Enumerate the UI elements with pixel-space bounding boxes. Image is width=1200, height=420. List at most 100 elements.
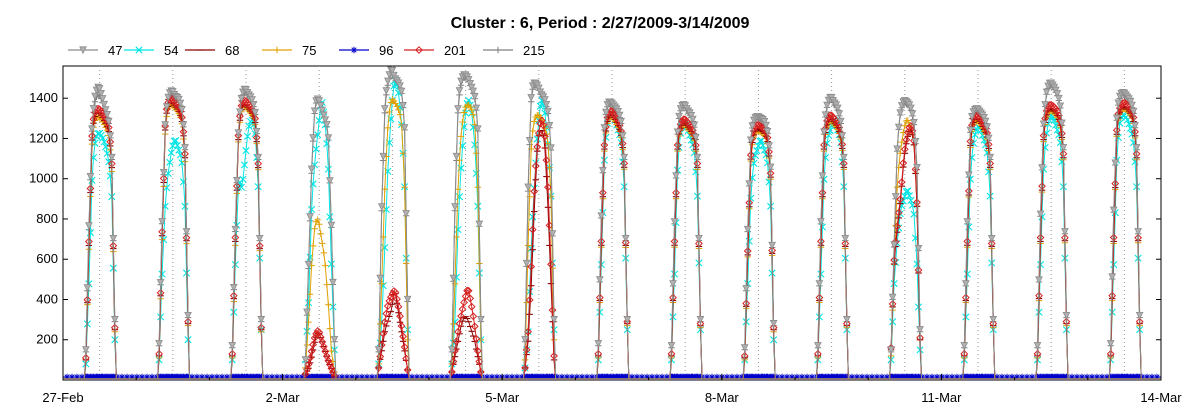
series-47-point [111, 316, 119, 324]
series-47-point [916, 326, 924, 334]
series-96-point [703, 373, 711, 381]
series-75-point [529, 127, 536, 135]
series-54-point [454, 225, 462, 234]
series-47-point [101, 106, 110, 114]
series-54-point [910, 210, 918, 218]
series-96-point [448, 373, 456, 381]
series-201-point [540, 132, 549, 141]
series-201-point [301, 370, 310, 378]
series-47-point [322, 121, 331, 129]
series-201-point [890, 256, 899, 264]
series-47-point [545, 122, 554, 130]
series-96-point [418, 373, 426, 381]
series-96-point [848, 373, 856, 381]
series-47-point [534, 84, 543, 93]
x-axis: 27-Feb 2-Mar 5-Mar 8-Mar 11-Mar 14-Mar [42, 374, 1182, 405]
series-75-point [903, 117, 910, 125]
series-47-point [470, 93, 479, 101]
series-96-point [173, 373, 181, 381]
legend-swatch-marker [273, 46, 281, 54]
series-47-point [309, 134, 317, 142]
series-47-point [377, 203, 386, 211]
series-47-point [692, 133, 700, 142]
series-96-point [828, 373, 836, 381]
series-75-point [384, 124, 392, 132]
legend-item-54: 54 [124, 43, 178, 58]
series-54-point [817, 270, 825, 278]
series-47-point [673, 128, 682, 137]
series-47-point [1132, 144, 1141, 152]
series-47-point [1036, 210, 1045, 219]
series-201-point [476, 368, 485, 376]
series-layer [63, 66, 1161, 381]
series-96-point [98, 373, 106, 381]
series-47-point [896, 109, 905, 118]
series-201-point [913, 198, 921, 207]
x-tick-label: 11-Mar [921, 390, 962, 405]
series-96-point [518, 373, 526, 381]
series-96-point [788, 373, 796, 381]
series-96-point [428, 373, 436, 381]
y-axis: 200 400 600 800 1000 1200 1400 [29, 90, 1161, 347]
series-201-point [897, 178, 906, 187]
series-47-point [175, 95, 183, 104]
series-96-point [833, 373, 841, 381]
legend-label: 68 [225, 43, 239, 58]
series-96-point [363, 373, 371, 381]
series-201-point [393, 295, 401, 303]
series-47-point [620, 153, 629, 162]
series-201-point [902, 135, 911, 144]
series-201-point [324, 356, 333, 365]
x-tick-label: 27-Feb [42, 390, 83, 405]
series-96-point [153, 373, 161, 381]
series-96-point [723, 373, 731, 381]
series-201-point [304, 360, 313, 369]
series-201-point [380, 318, 389, 327]
series-54-point [824, 131, 833, 139]
series-75-point [402, 260, 410, 267]
series-47 [63, 66, 1161, 380]
series-75-point [476, 260, 483, 267]
series-201-point [545, 221, 554, 230]
series-47-point [599, 167, 607, 175]
series-201-point [691, 141, 700, 150]
series-96-point [613, 373, 621, 381]
series-47-point [329, 278, 337, 287]
series-47-point [746, 136, 755, 145]
series-96-point [843, 373, 851, 381]
series-96-point [438, 373, 446, 381]
series-201-point [327, 364, 336, 373]
series-96-point [1023, 373, 1031, 381]
series-201-point [745, 198, 754, 207]
series-201-point [447, 368, 456, 376]
series-47-point [321, 116, 330, 125]
series-201-point [1051, 105, 1060, 113]
series-47-point [159, 168, 168, 177]
series-75-day-line [449, 104, 483, 380]
series-201-point [765, 148, 773, 156]
series-75-point [320, 249, 327, 257]
series-47-point [1053, 90, 1062, 98]
y-tick-label: 1400 [29, 90, 58, 105]
series-201-point [329, 368, 337, 377]
series-201-point [817, 237, 825, 246]
series-96-point [368, 373, 376, 381]
series-96-point [793, 373, 801, 381]
series-54-point [904, 187, 912, 195]
series-47-point [95, 85, 104, 93]
series-47-point [382, 87, 391, 95]
series-96-point [1088, 373, 1096, 381]
series-75-point [319, 240, 326, 247]
series-47-point [1061, 228, 1069, 236]
series-96-point [548, 373, 556, 381]
series-201-point [746, 151, 755, 160]
series-201-point [838, 140, 847, 149]
legend-swatch-marker [135, 46, 143, 54]
series-47-point [156, 279, 165, 287]
series-47-point [1131, 122, 1139, 130]
series-47-point [960, 342, 969, 350]
series-47-point [525, 136, 534, 145]
series-96-point [1103, 373, 1111, 381]
series-54-point [1050, 116, 1058, 125]
